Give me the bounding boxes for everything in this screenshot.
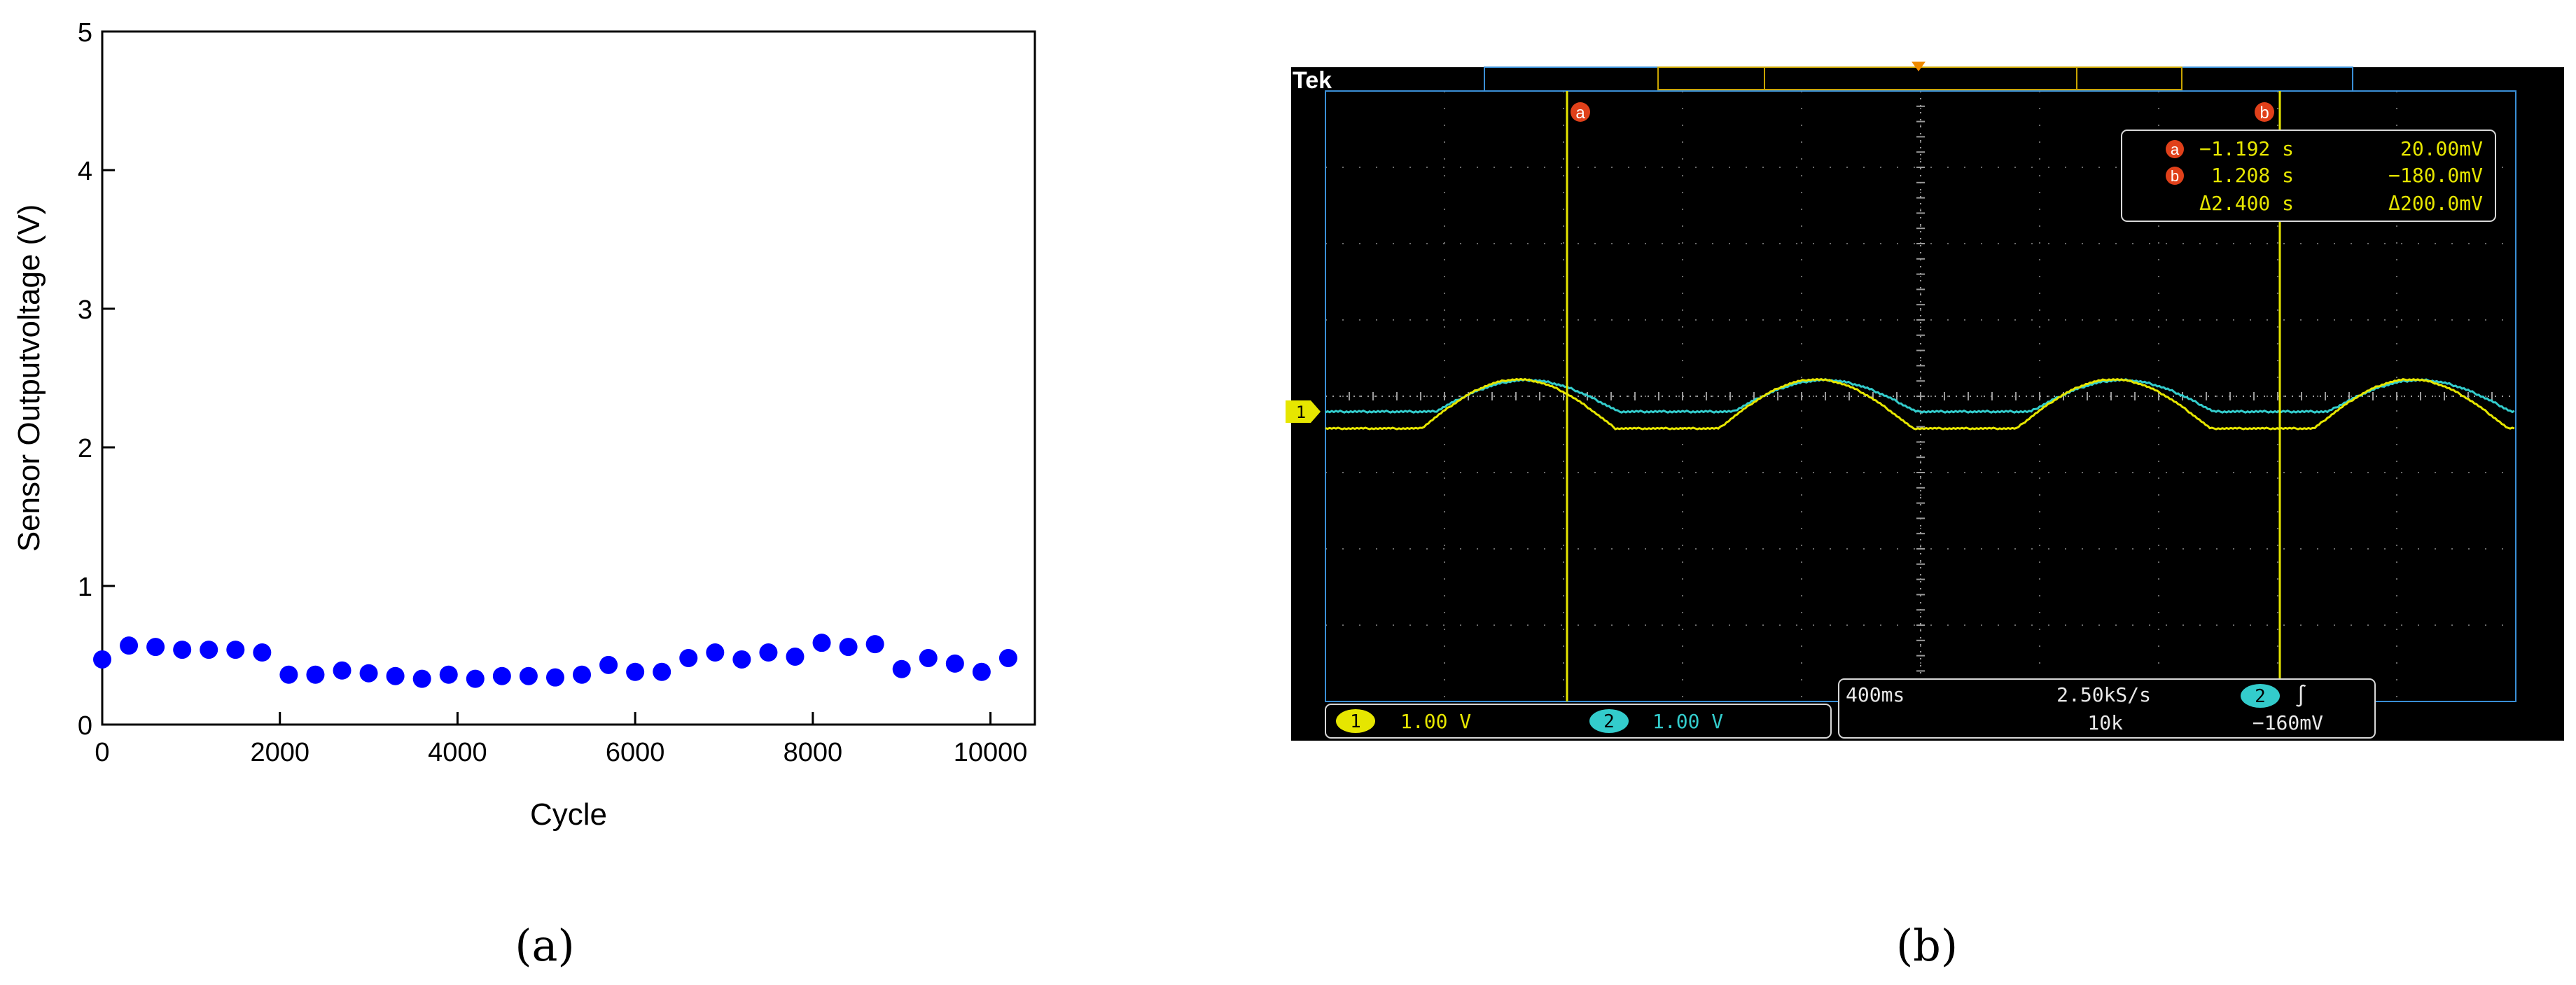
data-point	[279, 665, 298, 684]
channel-1-level-marker: 1	[1286, 400, 1321, 423]
data-point	[945, 654, 964, 673]
data-point	[306, 665, 325, 684]
data-point	[839, 638, 858, 657]
channel-2-badge	[1589, 709, 1629, 733]
y-axis-label: Sensor Outputvoltage (V)	[12, 204, 46, 552]
cursor-b-volt: −180.0mV	[2388, 164, 2483, 187]
data-point	[439, 665, 458, 684]
svg-text:b: b	[2171, 167, 2179, 185]
delta-volt: Δ200.0mV	[2388, 192, 2483, 215]
panel-label-a: (a)	[515, 920, 574, 971]
scope-top-bar	[1484, 62, 2353, 92]
y-tick-label: 5	[78, 18, 92, 48]
data-point	[706, 643, 725, 662]
data-point	[253, 643, 272, 662]
x-axis-ticks: 0 2000 4000 6000 8000 10000	[95, 712, 1027, 767]
cursor-a-marker-icon	[1571, 102, 1590, 122]
y-axis-ticks: 0 1 2 3 4 5	[78, 18, 115, 741]
channel-scale-box: 1 1.00 V 2 1.00 V	[1325, 704, 1832, 739]
data-point	[919, 648, 938, 667]
cursor-b-time: 1.208 s	[2211, 164, 2294, 187]
svg-text:1: 1	[1350, 711, 1361, 732]
data-point	[865, 635, 884, 654]
data-point	[679, 648, 698, 667]
channel-1-scale: 1.00 V	[1400, 710, 1471, 733]
x-tick-label: 0	[95, 738, 109, 767]
data-point	[626, 662, 645, 681]
data-point	[173, 641, 192, 659]
svg-text:1: 1	[1296, 403, 1306, 422]
cursor-readout-box: a −1.192 s 20.00mV b 1.208 s −180.0mV Δ2…	[2121, 130, 2496, 222]
panel-a-scatter-chart: 0 1 2 3 4 5 0 2000 4000 6000 8000 10000 Cycle Sens…	[12, 18, 1036, 971]
trigger-slope-icon: ∫	[2295, 684, 2307, 708]
data-point	[146, 638, 165, 657]
y-tick-label: 1	[78, 573, 92, 602]
data-point	[545, 668, 564, 687]
svg-text:2: 2	[1603, 711, 1615, 732]
sample-rate: 2.50kS/s	[2056, 683, 2151, 706]
data-point	[466, 669, 485, 688]
y-tick-label: 0	[78, 711, 92, 741]
delta-time: Δ2.400 s	[2199, 192, 2294, 215]
data-point	[492, 666, 511, 685]
acquisition-box: 400ms 2.50kS/s 10k 2 ∫ −160mV	[1838, 678, 2376, 739]
cursor-a-line: a	[1566, 91, 1590, 701]
data-point	[333, 661, 351, 680]
data-point	[599, 655, 618, 674]
trigger-level: −160mV	[2253, 711, 2323, 734]
data-point	[972, 662, 991, 681]
channel-2-scale: 1.00 V	[1652, 710, 1723, 733]
data-point	[653, 662, 671, 681]
trigger-position-icon	[1912, 62, 1926, 71]
cursor-b-marker-label: b	[2260, 104, 2269, 123]
record-length: 10k	[2087, 711, 2123, 734]
plot-frame	[101, 30, 1036, 726]
data-point	[732, 650, 751, 669]
series-1-trace	[1325, 377, 2515, 431]
y-tick-label: 2	[78, 434, 92, 463]
channel-1-badge	[1336, 709, 1375, 733]
timebase: 400ms	[1846, 683, 1905, 706]
data-point	[226, 641, 245, 659]
x-tick-label: 2000	[250, 738, 309, 767]
cursor-a-time: −1.192 s	[2199, 137, 2294, 160]
data-point	[200, 641, 218, 659]
cursor-a-marker-label: a	[1575, 104, 1585, 123]
data-point	[386, 666, 405, 685]
y-tick-label: 4	[78, 157, 92, 186]
brand-label: Tek	[1293, 67, 1332, 94]
cursor-b-marker-icon	[2255, 102, 2274, 122]
panel-label-b: (b)	[1896, 920, 1958, 971]
data-points	[93, 634, 1017, 688]
data-point	[120, 636, 139, 655]
x-tick-label: 8000	[784, 738, 843, 767]
data-point	[573, 665, 592, 684]
svg-text:2: 2	[2255, 686, 2266, 707]
data-point	[359, 664, 378, 683]
x-axis-label: Cycle	[530, 797, 607, 832]
cursor-a-volt: 20.00mV	[2400, 137, 2483, 160]
data-point	[93, 650, 111, 669]
data-point	[412, 669, 431, 688]
x-tick-label: 10000	[954, 738, 1028, 767]
data-point	[812, 634, 831, 652]
trigger-source-badge	[2241, 684, 2280, 708]
x-tick-label: 6000	[606, 738, 665, 767]
data-point	[892, 659, 911, 678]
y-tick-label: 3	[78, 295, 92, 325]
svg-text:a: a	[2171, 141, 2180, 158]
data-point	[759, 643, 778, 662]
data-point	[786, 647, 805, 666]
data-point	[519, 666, 538, 685]
data-point	[998, 648, 1017, 667]
x-tick-label: 4000	[428, 738, 487, 767]
